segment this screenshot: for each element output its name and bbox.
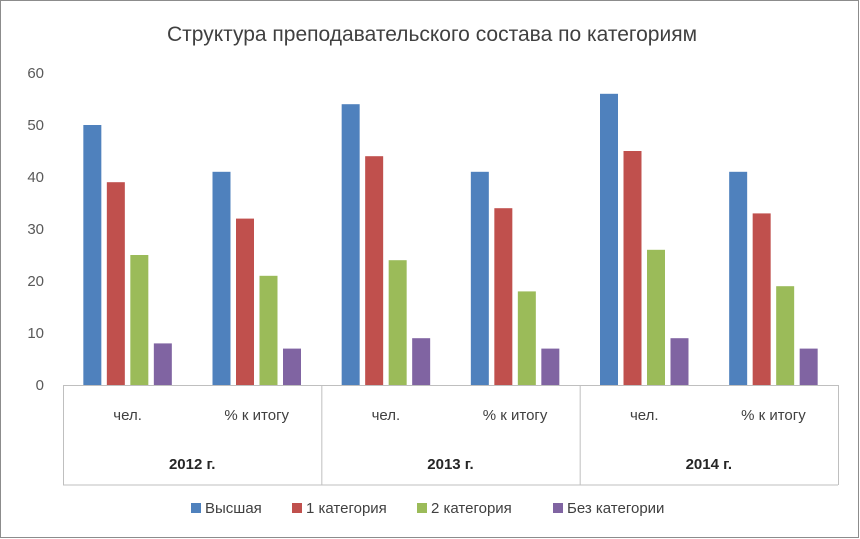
bar [647, 249, 665, 385]
bars [83, 93, 818, 386]
year-label: 2014 г. [686, 456, 732, 473]
y-tick-label: 30 [27, 221, 44, 238]
bar [341, 104, 360, 385]
category-label: чел. [372, 407, 401, 424]
bar [365, 156, 384, 385]
bar [412, 338, 431, 385]
legend-label: 2 категория [431, 500, 512, 517]
bar [541, 348, 560, 385]
y-axis: 0 10 20 30 40 50 60 [27, 65, 44, 394]
bar [494, 208, 513, 385]
bar [153, 343, 172, 385]
bar [776, 286, 795, 385]
bar [799, 348, 818, 385]
bar [259, 275, 278, 385]
category-label: % к итогу [483, 407, 548, 424]
y-tick-label: 60 [27, 65, 44, 82]
category-label: % к итогу [224, 407, 289, 424]
legend-swatch [553, 503, 563, 513]
y-tick-label: 10 [27, 325, 44, 342]
legend: Высшая 1 категория 2 категория Без категори… [191, 500, 664, 517]
bar [83, 125, 102, 385]
bar [600, 93, 618, 386]
bar [470, 171, 489, 385]
legend-label: 1 категория [306, 500, 387, 517]
bar [130, 255, 149, 385]
chart-title: Структура преподавательского состава по … [167, 23, 697, 46]
bar [236, 218, 254, 385]
legend-label: Без категории [567, 500, 664, 517]
bar [388, 260, 407, 385]
x-axis: чел. % к итогу 2012 г. чел. % к итогу 2013 г.… [63, 385, 839, 486]
y-tick-label: 0 [36, 377, 44, 394]
bar [752, 213, 771, 385]
category-label: чел. [630, 407, 659, 424]
bar [623, 151, 642, 385]
legend-swatch [292, 503, 302, 513]
category-label: % к итогу [741, 407, 806, 424]
bar [212, 171, 231, 385]
bar [670, 338, 689, 385]
bar [729, 171, 748, 385]
category-label: чел. [113, 407, 142, 424]
year-label: 2013 г. [427, 456, 473, 473]
y-tick-label: 50 [27, 117, 44, 134]
y-tick-label: 40 [27, 169, 44, 186]
y-tick-label: 20 [27, 273, 44, 290]
year-label: 2012 г. [169, 456, 215, 473]
legend-swatch [417, 503, 427, 513]
bar [517, 291, 536, 385]
bar [283, 348, 301, 385]
legend-label: Высшая [205, 500, 262, 517]
bar [106, 182, 125, 385]
legend-swatch [191, 503, 201, 513]
